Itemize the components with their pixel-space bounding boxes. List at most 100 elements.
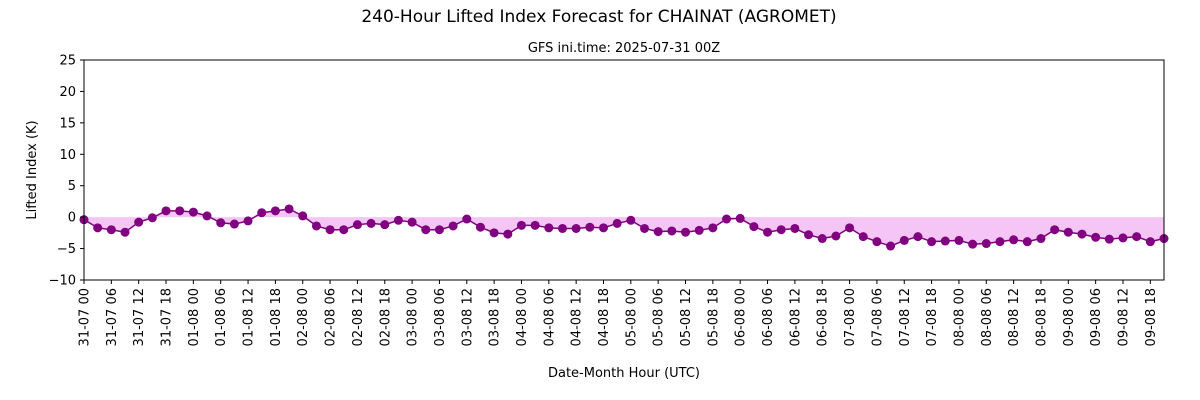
data-point — [913, 232, 923, 242]
chart-subtitle: GFS ini.time: 2025-07-31 00Z — [528, 41, 720, 56]
data-point — [981, 239, 991, 249]
data-point — [175, 206, 185, 216]
x-tick-label: 03-08 18 — [488, 288, 503, 346]
data-point — [106, 225, 116, 235]
x-tick-label: 04-08 00 — [515, 288, 530, 346]
data-point — [298, 211, 308, 221]
x-tick-label: 02-08 12 — [351, 288, 366, 346]
data-point — [1077, 229, 1087, 239]
x-tick-label: 08-08 12 — [1007, 288, 1022, 346]
data-point — [571, 223, 581, 233]
data-point — [407, 217, 417, 227]
data-point — [557, 223, 567, 233]
data-point — [872, 237, 882, 247]
data-point — [462, 214, 472, 224]
data-point — [968, 239, 978, 249]
x-tick-label: 03-08 12 — [460, 288, 475, 346]
data-point — [503, 229, 513, 239]
data-point — [544, 223, 554, 233]
x-tick-label: 31-07 18 — [160, 288, 175, 346]
data-point — [270, 206, 280, 216]
x-tick-label: 05-08 12 — [679, 288, 694, 346]
data-point — [954, 235, 964, 245]
data-point — [927, 237, 937, 247]
x-tick-label: 01-08 18 — [269, 288, 284, 346]
x-tick-label: 07-08 18 — [925, 288, 940, 346]
x-tick-label: 07-08 06 — [870, 288, 885, 346]
data-point — [804, 230, 814, 240]
data-point — [776, 225, 786, 235]
x-tick-label: 07-08 00 — [843, 288, 858, 346]
y-tick-label: 0 — [68, 211, 76, 226]
data-point — [681, 227, 691, 237]
x-tick-label: 09-08 00 — [1062, 288, 1077, 346]
data-point — [626, 215, 636, 225]
data-point — [598, 223, 608, 233]
data-point — [640, 223, 650, 233]
data-point — [1009, 235, 1019, 245]
data-point — [1118, 233, 1128, 243]
x-tick-label: 02-08 18 — [378, 288, 393, 346]
data-point — [1132, 232, 1142, 242]
data-point — [448, 221, 458, 231]
x-tick-label: 03-08 00 — [406, 288, 421, 346]
plot-area: −10 −5 0 5 10 15 20 25 31-07 00 31-07 06 31-07 12 3… — [49, 54, 1169, 346]
data-point — [216, 218, 226, 228]
data-point — [243, 216, 253, 226]
data-point — [1145, 237, 1155, 247]
data-point — [653, 227, 663, 237]
data-point — [858, 232, 868, 242]
data-point — [530, 220, 540, 230]
y-tick-label: 10 — [59, 148, 76, 163]
x-tick-label: 04-08 12 — [570, 288, 585, 346]
x-axis-label: Date-Month Hour (UTC) — [548, 366, 700, 381]
data-point — [845, 223, 855, 233]
data-point — [831, 231, 841, 241]
x-tick-label: 06-08 12 — [788, 288, 803, 346]
data-point — [284, 204, 294, 214]
data-point — [722, 214, 732, 224]
data-point — [421, 225, 431, 235]
data-point — [1063, 227, 1073, 237]
data-point — [161, 206, 171, 216]
data-point — [1036, 234, 1046, 244]
data-point — [1104, 234, 1114, 244]
data-point — [899, 235, 909, 245]
data-point — [749, 222, 759, 232]
y-tick-label: 25 — [59, 54, 76, 69]
x-tick-label: 02-08 06 — [324, 288, 339, 346]
x-tick-label: 31-07 00 — [78, 288, 93, 346]
x-tick-label: 08-08 18 — [1034, 288, 1049, 346]
data-point — [886, 241, 896, 251]
data-point — [940, 236, 950, 246]
data-point — [1022, 237, 1032, 247]
data-point — [93, 223, 103, 233]
data-point — [325, 225, 335, 235]
plot-frame — [83, 59, 1165, 281]
data-point — [311, 221, 321, 231]
y-tick-label: −10 — [49, 274, 76, 289]
y-tick-label: 5 — [68, 179, 76, 194]
x-tick-label: 06-08 06 — [761, 288, 776, 346]
data-point — [585, 222, 595, 232]
chart-title: 240-Hour Lifted Index Forecast for CHAIN… — [361, 7, 836, 27]
data-point — [995, 237, 1005, 247]
data-point — [516, 220, 526, 230]
data-point — [339, 225, 349, 235]
data-point — [202, 211, 212, 221]
x-tick-label: 04-08 06 — [542, 288, 557, 346]
data-point — [120, 227, 130, 237]
data-point — [475, 222, 485, 232]
data-point — [790, 223, 800, 233]
x-tick-label: 01-08 00 — [187, 288, 202, 346]
y-tick-label: −5 — [57, 242, 76, 257]
data-point — [352, 220, 362, 230]
x-tick-label: 08-08 06 — [980, 288, 995, 346]
data-point — [694, 225, 704, 235]
data-point — [735, 213, 745, 223]
x-tick-label: 06-08 00 — [734, 288, 749, 346]
data-point — [147, 213, 157, 223]
x-tick-label: 01-08 12 — [242, 288, 257, 346]
data-point — [763, 227, 773, 237]
x-tick-label: 01-08 06 — [214, 288, 229, 346]
